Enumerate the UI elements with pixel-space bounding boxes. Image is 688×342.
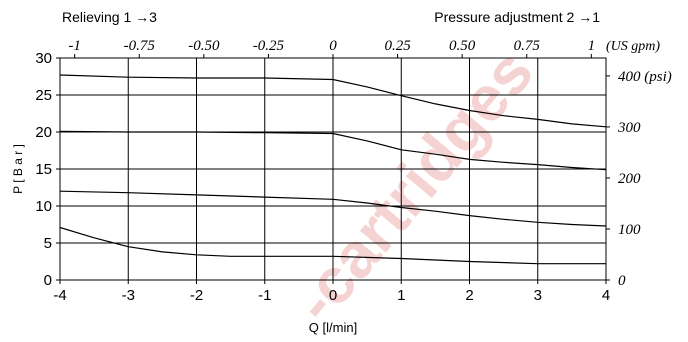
pressure-adjustment-label: Pressure adjustment 2 →1 — [434, 9, 600, 25]
right-tick-label: 100 — [618, 222, 641, 238]
series-line-3 — [59, 190, 607, 227]
y-tick-label: 20 — [35, 124, 52, 141]
x-tick-label: 0 — [329, 287, 337, 304]
watermark-text: -cartridges — [279, 36, 547, 336]
top-tick-label: 0 — [329, 38, 337, 54]
top-tick-label: 0.75 — [514, 38, 541, 54]
right-tick-label: 300 — [617, 120, 641, 136]
x-tick-label: 4 — [602, 287, 610, 304]
x-tick-label: -1 — [258, 287, 271, 304]
y-tick-label: 25 — [35, 87, 52, 104]
y-tick-label: 30 — [35, 50, 52, 67]
relieving-label: Relieving 1 →3 — [62, 9, 157, 25]
series-line-4 — [59, 226, 606, 265]
top-tick-label: 0.50 — [449, 38, 476, 54]
top-tick-label: -0.25 — [253, 38, 285, 54]
y-axis-title: P [ B a r ] — [11, 144, 25, 194]
x-tick-label: -2 — [190, 287, 203, 304]
top-tick-label: -0.50 — [188, 38, 220, 54]
x-tick-label: 1 — [397, 287, 405, 304]
right-tick-label: 0 — [618, 273, 626, 289]
x-tick-label: -4 — [53, 287, 66, 304]
x-tick-label: 3 — [534, 287, 542, 304]
y-tick-label: 15 — [35, 161, 52, 178]
right-tick-label: 400 (psi) — [618, 69, 672, 85]
top-tick-label: -1 — [68, 38, 81, 54]
x-tick-label: -3 — [122, 287, 135, 304]
x-tick-label: 2 — [465, 287, 473, 304]
y-tick-label: 5 — [44, 235, 52, 252]
top-tick-label: -0.75 — [124, 38, 156, 54]
y-tick-label: 10 — [35, 198, 52, 215]
top-axis-unit: (US gpm) — [606, 39, 660, 54]
right-tick-label: 200 — [618, 171, 641, 187]
series-line-2 — [59, 130, 607, 171]
series-line-1 — [59, 74, 607, 128]
top-tick-label: 1 — [588, 38, 596, 54]
x-axis-title: Q [l/min] — [309, 320, 357, 335]
y-tick-label: 0 — [44, 272, 52, 289]
top-tick-label: 0.25 — [384, 38, 411, 54]
